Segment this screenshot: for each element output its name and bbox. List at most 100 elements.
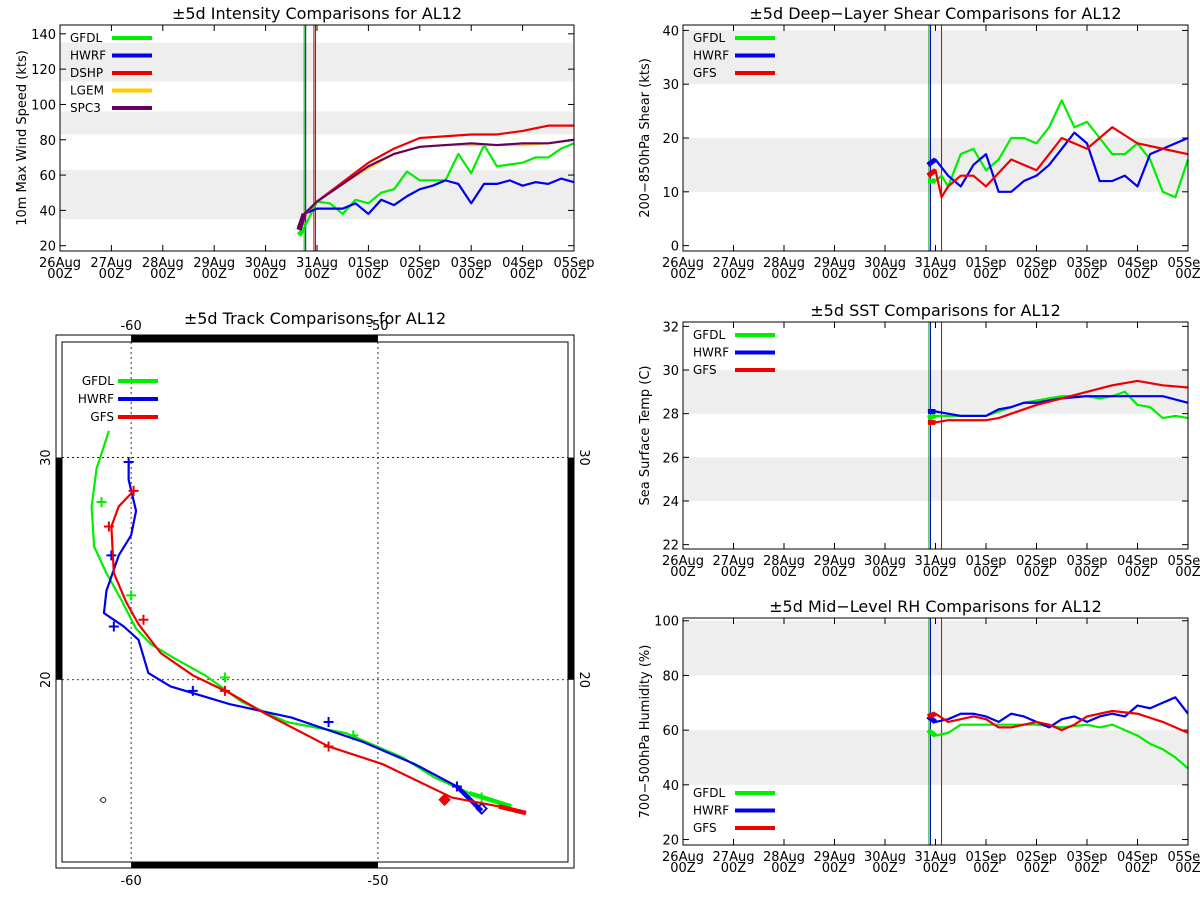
- x-tick-hour: 00Z: [771, 267, 797, 282]
- track-cross-marker: [128, 485, 139, 496]
- x-tick-hour: 00Z: [1125, 565, 1151, 580]
- x-tick-label: 04Sep: [1117, 256, 1158, 271]
- map-outer-frame: [55, 334, 575, 869]
- series-line-gfs: [927, 379, 1189, 424]
- x-tick-hour: 00Z: [771, 565, 797, 580]
- track-line-gfs: [110, 490, 527, 815]
- track-cross-marker: [476, 792, 487, 803]
- lon-label-bottom: -50: [367, 874, 388, 889]
- series-line-hwrf: [927, 395, 1189, 417]
- legend-label-gfdl: GFDL: [82, 374, 114, 388]
- series-line-spc3: [297, 138, 575, 231]
- lat-label-left: 20: [39, 672, 54, 689]
- plot-frame: [682, 24, 1189, 252]
- x-tick-hour: 00Z: [1024, 267, 1050, 282]
- shade-band-0: [60, 169, 574, 220]
- y-tick-label: 40: [662, 779, 679, 794]
- x-tick-label: 29Aug: [193, 256, 235, 271]
- series-start-gfdl: [927, 413, 937, 421]
- x-tick-hour: 00Z: [872, 267, 898, 282]
- y-axis-label: 700−500hPa Humidity (%): [638, 645, 653, 819]
- x-tick-label: 05Sep: [1167, 554, 1200, 569]
- x-tick-hour: 00Z: [1024, 861, 1050, 876]
- shade-band-0: [683, 730, 1188, 785]
- x-tick-hour: 00Z: [923, 861, 949, 876]
- plot-frame: [682, 321, 1189, 550]
- x-tick-hour: 00Z: [407, 267, 433, 282]
- y-tick-label: 24: [662, 495, 679, 510]
- y-tick-label: 120: [31, 63, 56, 78]
- track-cross-marker: [138, 614, 149, 625]
- track-panel: ±5d Track Comparisons for AL12 -60 -60 -50 -…: [39, 309, 591, 889]
- x-tick-label: 30Aug: [245, 256, 287, 271]
- x-tick-hour: 00Z: [822, 565, 848, 580]
- x-tick-label: 31Aug: [915, 554, 957, 569]
- x-tick-label: 04Sep: [1117, 850, 1158, 865]
- x-tick-label: 31Aug: [915, 256, 957, 271]
- y-tick-label: 40: [662, 24, 679, 39]
- x-tick-hour: 00Z: [1125, 267, 1151, 282]
- track-cross-marker: [123, 457, 134, 467]
- map-border-segment: [131, 335, 378, 342]
- track-cross-marker: [323, 741, 334, 752]
- x-tick-label: 30Aug: [864, 256, 906, 271]
- x-tick-hour: 00Z: [253, 267, 279, 282]
- x-tick-label: 26Aug: [662, 554, 704, 569]
- x-tick-label: 02Sep: [399, 256, 440, 271]
- map-border-segment: [56, 457, 62, 680]
- series-start-spc3: [296, 213, 307, 231]
- series-line-gfs: [927, 126, 1189, 199]
- series-line-gfs: [927, 709, 1189, 734]
- shade-band-0: [683, 138, 1188, 192]
- lon-label-bottom: -60: [120, 874, 141, 889]
- legend-label-spc3: SPC3: [70, 101, 101, 115]
- x-tick-label: 29Aug: [814, 850, 856, 865]
- track-cross-marker: [103, 521, 114, 532]
- series-line-gfdl: [298, 142, 575, 236]
- track-cross-marker: [187, 685, 198, 696]
- legend-label-gfs: GFS: [693, 363, 717, 377]
- legend-label-lgem: LGEM: [70, 84, 104, 98]
- x-tick-hour: 00Z: [771, 861, 797, 876]
- x-tick-label: 28Aug: [763, 850, 805, 865]
- track-start-gfs: [498, 804, 527, 816]
- x-tick-label: 27Aug: [713, 554, 755, 569]
- x-tick-label: 27Aug: [90, 256, 132, 271]
- x-tick-hour: 00Z: [670, 267, 696, 282]
- x-tick-label: 01Sep: [965, 850, 1006, 865]
- chart-title: ±5d Mid−Level RH Comparisons for AL12: [769, 597, 1102, 616]
- y-tick-label: 100: [654, 615, 679, 630]
- y-tick-label: 22: [662, 539, 679, 554]
- x-tick-hour: 00Z: [150, 267, 176, 282]
- track-diamond-marker: [475, 802, 488, 815]
- y-tick-label: 80: [39, 134, 56, 149]
- lon-label-top: -50: [367, 319, 388, 334]
- x-tick-hour: 00Z: [510, 267, 536, 282]
- x-tick-hour: 00Z: [923, 565, 949, 580]
- track-line-gfdl: [90, 430, 512, 808]
- x-tick-label: 27Aug: [713, 850, 755, 865]
- x-tick-label: 30Aug: [864, 554, 906, 569]
- y-tick-label: 26: [662, 451, 679, 466]
- legend-label-gfdl: GFDL: [693, 786, 725, 800]
- series-start-gfdl: [926, 728, 937, 738]
- legend-label-hwrf: HWRF: [693, 804, 729, 818]
- y-tick-label: 140: [31, 28, 56, 43]
- lat-label-right: 20: [576, 672, 591, 689]
- y-axis-label: 200−850hPa Shear (kts): [638, 58, 653, 218]
- x-tick-label: 31Aug: [296, 256, 338, 271]
- y-tick-label: 60: [662, 724, 679, 739]
- x-tick-label: 03Sep: [451, 256, 492, 271]
- lat-label-right: 30: [576, 449, 591, 466]
- chart-title: ±5d SST Comparisons for AL12: [810, 301, 1061, 320]
- legend-label-gfs: GFS: [693, 66, 717, 80]
- rh-panel: ±5d Mid−Level RH Comparisons for AL12 700…: [638, 597, 1200, 876]
- y-tick-label: 30: [662, 78, 679, 93]
- x-tick-label: 29Aug: [814, 554, 856, 569]
- x-tick-hour: 00Z: [1125, 861, 1151, 876]
- track-diamond-marker: [438, 793, 451, 807]
- shade-band-1: [683, 370, 1188, 414]
- legend-label-gfdl: GFDL: [693, 328, 725, 342]
- legend-label-gfdl: GFDL: [70, 31, 102, 45]
